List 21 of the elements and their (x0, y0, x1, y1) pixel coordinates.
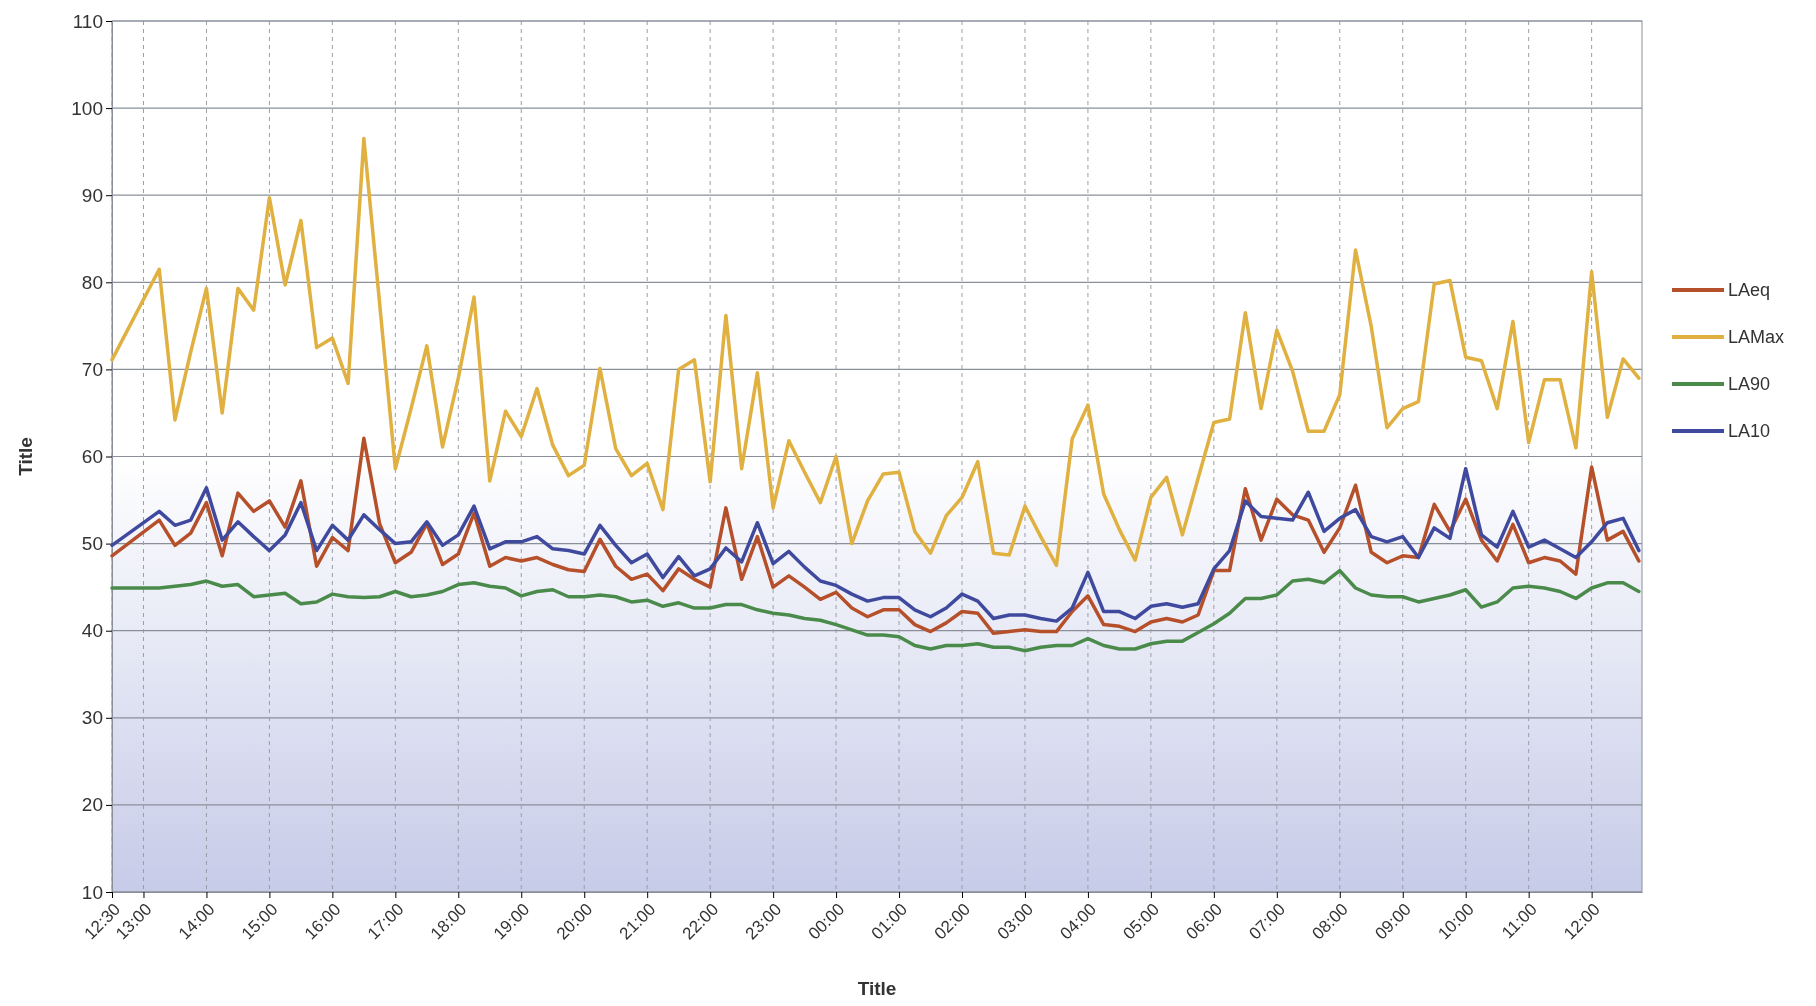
legend-label: LA10 (1728, 421, 1771, 442)
y-tick-label: 100 (71, 97, 103, 119)
line-series (110, 136, 1641, 568)
y-tick-label: 90 (81, 184, 103, 206)
y-tick-label: 110 (72, 10, 103, 32)
legend-label: LAMax (1728, 327, 1785, 348)
y-tick-label: 60 (81, 446, 103, 468)
x-axis-title: Title (857, 978, 897, 999)
y-tick-label: 10 (81, 881, 103, 903)
legend-label: LAeq (1728, 280, 1771, 301)
y-tick-label: 70 (81, 358, 103, 380)
y-tick-label: 20 (81, 794, 103, 816)
y-tick-label: 40 (81, 620, 103, 642)
line-series (110, 568, 1641, 653)
y-tick-label: 50 (81, 533, 103, 555)
y-tick-label: 80 (81, 271, 103, 293)
legend-label: LA90 (1728, 374, 1771, 395)
line-series (110, 436, 1641, 636)
line-series (110, 466, 1641, 623)
y-tick-label: 30 (81, 707, 103, 729)
y-axis-title: Title (15, 437, 36, 476)
